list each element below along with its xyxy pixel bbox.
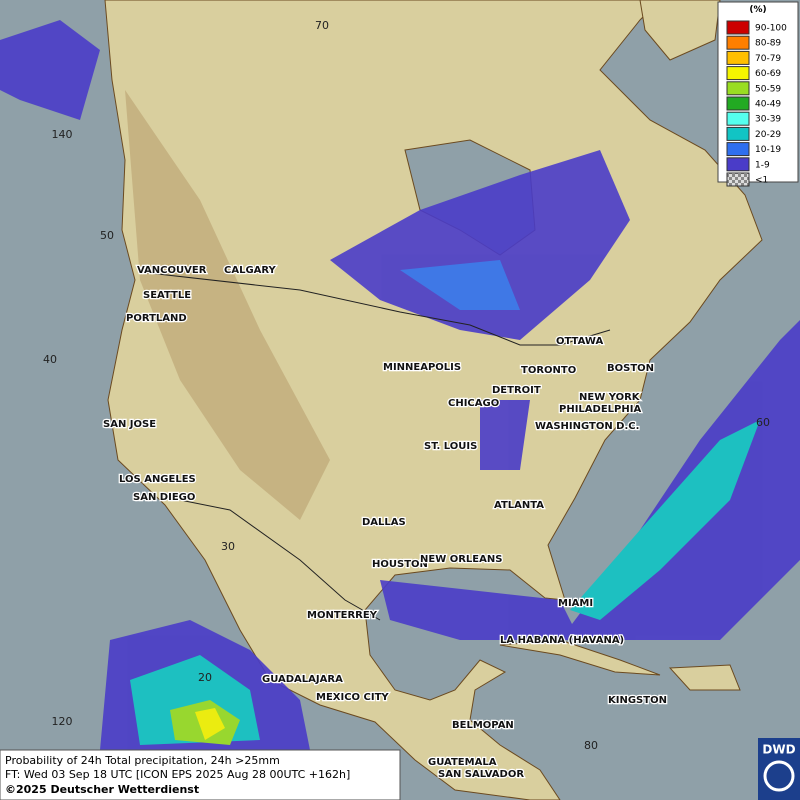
grid-label: 120: [52, 715, 73, 728]
logo: DWD: [762, 743, 795, 757]
legend-label: 40-49: [755, 100, 781, 110]
city-label: BOSTON: [607, 363, 654, 374]
legend-label: 90-100: [755, 24, 787, 34]
legend-swatch: [726, 20, 750, 35]
city-label: PHILADELPHIA: [559, 404, 641, 415]
footer-box: [0, 749, 401, 800]
legend-label: 50-59: [755, 84, 781, 94]
grid-labels: 70 140 50 40 60 30 20 120 80: [43, 19, 770, 752]
footer-line: FT: Wed 03 Sep 18 UTC [ICON EPS 2025 Aug…: [5, 768, 350, 781]
city-label: SAN JOSE: [103, 419, 156, 430]
precipitation: [0, 20, 800, 750]
legend-label: <1: [755, 176, 768, 186]
mountains: [125, 90, 330, 520]
border: [139, 271, 611, 621]
city-label: SAN DIEGO: [133, 492, 195, 503]
city-label: DETROIT: [492, 385, 541, 396]
legend-label: 60-69: [755, 69, 781, 79]
legend-swatch: [726, 35, 750, 50]
legend-label: 30-39: [755, 115, 781, 125]
grid-label: 60: [756, 416, 770, 429]
legend-swatch: [726, 157, 750, 172]
city-label: LA HABANA (HAVANA): [500, 635, 624, 646]
city-label: SAN SALVADOR: [438, 769, 524, 780]
legend-swatch: [726, 111, 750, 126]
legend-swatch: [726, 50, 750, 65]
city-label: PORTLAND: [126, 313, 187, 324]
city-label: MONTERREY: [307, 610, 378, 621]
city-label: HOUSTON: [372, 559, 428, 570]
legend-swatch: [726, 66, 750, 81]
grid-label: 50: [100, 229, 114, 242]
city-label: MEXICO CITY: [316, 692, 389, 703]
legend-swatch: [726, 172, 750, 187]
hispaniola: [668, 664, 741, 691]
grid-label: 20: [198, 671, 212, 684]
legend-label: 70-79: [755, 54, 781, 64]
city-label: KINGSTON: [608, 695, 667, 706]
legend-label: 80-89: [755, 39, 781, 49]
city-label: NEW YORK: [579, 392, 641, 403]
city-label: CALGARY: [224, 265, 277, 276]
city-label: SEATTLE: [143, 290, 191, 301]
city-label: ST. LOUIS: [424, 441, 477, 452]
grid-label: 70: [315, 19, 329, 32]
city-label: ATLANTA: [494, 500, 544, 511]
city-label: MIAMI: [558, 598, 593, 609]
city-label: MINNEAPOLIS: [383, 362, 461, 373]
city-label: DALLAS: [362, 517, 406, 528]
legend-label: 10-19: [755, 145, 781, 155]
legend-label: 1-9: [755, 160, 770, 170]
legend-swatch: [726, 126, 750, 141]
city-label: CHICAGO: [448, 398, 499, 409]
city-label: NEW ORLEANS: [420, 554, 502, 565]
city-label: OTTAWA: [556, 336, 603, 347]
city-label: TORONTO: [521, 365, 576, 376]
city-label: VANCOUVER: [137, 265, 207, 276]
greenland: [639, 0, 721, 61]
footer-line: Probability of 24h Total precipitation, …: [5, 754, 280, 767]
grid-label: 40: [43, 353, 57, 366]
city-label: GUADALAJARA: [262, 674, 343, 685]
grid-label: 80: [584, 739, 598, 752]
footer-line: ©2025 Deutscher Wetterdienst: [5, 783, 199, 796]
grid-label: 30: [221, 540, 235, 553]
city-label: WASHINGTON D.C.: [535, 421, 639, 432]
city-labels: VANCOUVER CALGARY SEATTLE PORTLAND MINNEAPOL…: [102, 264, 668, 782]
legend-title: (%): [749, 5, 766, 15]
legend-label: 20-29: [755, 130, 781, 140]
legend-swatch: [726, 142, 750, 157]
legend-swatch: [726, 96, 750, 111]
legend-swatch: [726, 81, 750, 96]
city-label: GUATEMALA: [428, 757, 497, 768]
logo-icon: [763, 760, 795, 792]
legend: 90-100 80-89 70-79 60-69 50-59 40-49 30-39 20-2…: [726, 20, 787, 187]
city-label: LOS ANGELES: [119, 474, 196, 485]
grid-label: 140: [52, 128, 73, 141]
city-label: BELMOPAN: [452, 720, 514, 731]
